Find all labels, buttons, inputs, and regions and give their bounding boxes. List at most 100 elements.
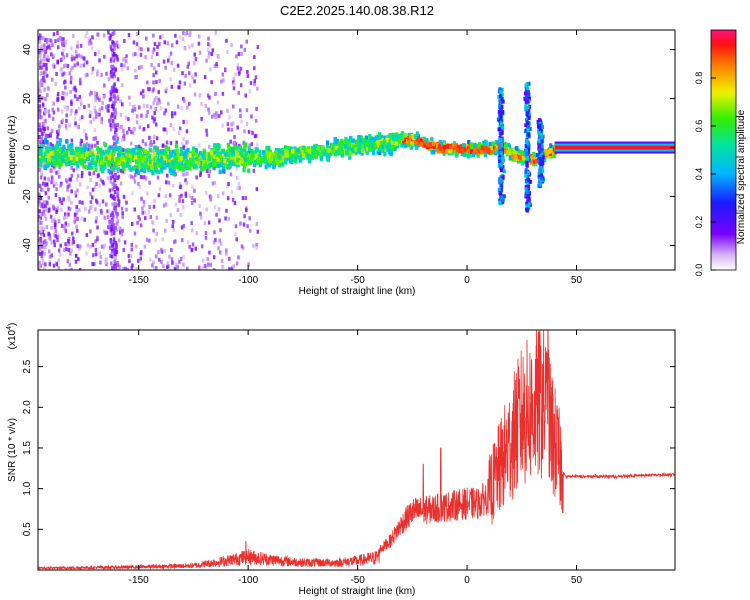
heatmap-cell [126, 130, 129, 135]
heatmap-cell [171, 160, 175, 165]
heatmap-cell [44, 151, 48, 157]
heatmap-cell [526, 180, 530, 185]
heatmap-cell [46, 126, 50, 131]
heatmap-cell [134, 152, 138, 157]
heatmap-cell [139, 223, 143, 228]
heatmap-cell [95, 114, 98, 119]
heatmap-cell [127, 117, 130, 122]
heatmap-cell [526, 121, 530, 126]
heatmap-cell [63, 225, 66, 230]
heatmap-cell [366, 144, 370, 149]
heatmap-cell [38, 122, 41, 127]
heatmap-cell [301, 145, 305, 150]
heatmap-cell [40, 202, 44, 207]
heatmap-cell [140, 196, 143, 201]
heatmap-cell [51, 177, 54, 182]
heatmap-cell [43, 251, 47, 256]
heatmap-cell [166, 173, 169, 178]
heatmap-cell [76, 147, 80, 152]
heatmap-cell [71, 241, 74, 246]
heatmap-cell [101, 154, 105, 159]
heatmap-cell [112, 113, 116, 118]
heatmap-cell [181, 165, 185, 170]
heatmap-cell [43, 239, 47, 244]
heatmap-cell [498, 124, 502, 129]
heatmap-cell [312, 153, 316, 158]
heatmap-cell [123, 39, 126, 43]
heatmap-cell [298, 158, 302, 163]
heatmap-cell [236, 186, 239, 191]
heatmap-cell [129, 167, 133, 172]
x-tick-label: 50 [571, 275, 583, 286]
heatmap-cell [40, 48, 43, 53]
heatmap-cell [141, 206, 144, 211]
heatmap-cell [45, 163, 49, 169]
heatmap-cell [73, 85, 77, 90]
heatmap-cell [359, 138, 363, 144]
heatmap-cell [150, 142, 154, 147]
heatmap-cell [61, 118, 64, 123]
heatmap-cell [90, 165, 94, 170]
heatmap-cell [246, 74, 250, 79]
heatmap-cell [114, 226, 117, 231]
heatmap-cell [89, 200, 93, 205]
heatmap-cell [115, 139, 119, 144]
heatmap-cell [110, 261, 113, 266]
heatmap-cell [376, 150, 380, 155]
heatmap-cell [221, 264, 224, 269]
heatmap-cell [234, 72, 237, 77]
heatmap-cell [290, 154, 294, 159]
heatmap-cell [221, 166, 226, 171]
heatmap-cell [128, 102, 132, 107]
heatmap-cell [539, 162, 543, 167]
heatmap-cell [47, 249, 51, 254]
heatmap-cell [199, 150, 203, 156]
heatmap-cell [157, 193, 161, 198]
heatmap-cell [42, 62, 46, 67]
heatmap-cell [232, 104, 235, 109]
heatmap-cell [88, 92, 92, 97]
heatmap-cell [460, 151, 464, 156]
heatmap-cell [95, 155, 99, 160]
heatmap-cell [39, 125, 42, 130]
heatmap-cell [90, 160, 94, 165]
heatmap-cell [94, 94, 97, 99]
heatmap-cell [82, 63, 86, 68]
heatmap-cell [76, 40, 79, 45]
heatmap-cell [113, 141, 116, 146]
heatmap-cell [235, 54, 238, 59]
heatmap-cell [43, 87, 46, 92]
heatmap-cell [89, 192, 92, 197]
heatmap-cell [50, 129, 54, 133]
heatmap-cell [218, 114, 221, 118]
heatmap-cell [77, 125, 80, 129]
heatmap-cell [140, 113, 143, 118]
heatmap-cell [215, 111, 218, 116]
heatmap-cell [85, 251, 88, 256]
heatmap-cell [501, 164, 505, 169]
heatmap-cell [120, 138, 124, 143]
heatmap-cell [103, 216, 107, 220]
heatmap-cell [107, 158, 111, 164]
heatmap-cell [78, 244, 82, 249]
heatmap-cell [39, 215, 42, 220]
heatmap-cell [197, 143, 201, 148]
heatmap-cell [545, 150, 549, 155]
heatmap-cell [527, 184, 531, 189]
heatmap-cell [114, 252, 117, 256]
heatmap-cell [552, 153, 556, 158]
heatmap-cell [365, 150, 369, 155]
heatmap-cell [410, 141, 414, 146]
heatmap-cell [273, 155, 277, 160]
heatmap-cell [415, 137, 419, 142]
heatmap-cell [183, 99, 186, 103]
heatmap-cell [227, 127, 230, 132]
heatmap-cell [39, 89, 42, 94]
heatmap-cell [57, 266, 60, 270]
heatmap-cell [207, 162, 211, 168]
heatmap-cell [498, 190, 502, 195]
heatmap-cell [298, 149, 302, 154]
heatmap-cell [112, 160, 117, 165]
heatmap-cell [258, 150, 262, 155]
heatmap-cell [393, 137, 397, 142]
